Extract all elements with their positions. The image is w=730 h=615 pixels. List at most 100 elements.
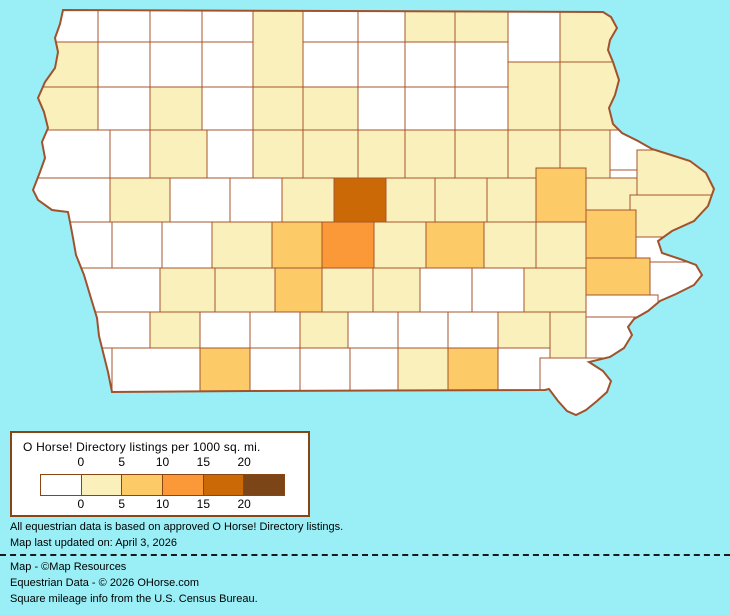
- county: [535, 167, 587, 223]
- county: [302, 10, 359, 43]
- county: [211, 221, 273, 269]
- legend-title: O Horse! Directory listings per 1000 sq.…: [23, 440, 261, 454]
- county: [201, 86, 254, 131]
- county: [149, 129, 208, 179]
- county: [471, 267, 525, 313]
- data-disclaimer-text: All equestrian data is based on approved…: [10, 521, 344, 533]
- county: [483, 221, 537, 269]
- legend-swatch: [121, 475, 163, 495]
- county: [161, 221, 213, 269]
- county: [302, 129, 359, 179]
- dashed-separator: [0, 554, 730, 556]
- county: [199, 311, 251, 349]
- county: [33, 129, 111, 179]
- county: [111, 221, 163, 269]
- county: [97, 86, 151, 131]
- county: [321, 267, 374, 313]
- county: [454, 41, 509, 88]
- county: [33, 267, 161, 313]
- county: [523, 267, 587, 313]
- legend-tick-label: 10: [155, 497, 170, 511]
- county: [149, 311, 201, 349]
- county: [249, 311, 301, 349]
- county: [549, 311, 587, 359]
- county: [271, 221, 323, 269]
- county: [404, 41, 456, 88]
- credit-census-text: Square mileage info from the U.S. Census…: [10, 593, 258, 605]
- county: [404, 10, 456, 43]
- county: [299, 347, 351, 393]
- county: [302, 86, 359, 131]
- credit-map-text: Map - ©Map Resources: [10, 561, 127, 573]
- county: [252, 86, 304, 131]
- map-updated-text: Map last updated on: April 3, 2026: [10, 537, 177, 549]
- county: [252, 10, 304, 88]
- legend-tick-label: 5: [118, 497, 125, 511]
- county: [425, 221, 485, 269]
- county: [372, 267, 421, 313]
- county: [33, 41, 99, 88]
- legend-swatch: [202, 475, 244, 495]
- county: [373, 221, 427, 269]
- county: [357, 129, 406, 179]
- county: [347, 311, 399, 349]
- county: [109, 129, 151, 179]
- county: [97, 41, 151, 88]
- legend-box: O Horse! Directory listings per 1000 sq.…: [10, 431, 310, 517]
- legend-tick-label: 15: [196, 455, 211, 469]
- county: [454, 86, 509, 131]
- county: [169, 177, 231, 223]
- county: [201, 10, 254, 43]
- county: [357, 86, 406, 131]
- county: [447, 347, 499, 393]
- legend-tick-label: 20: [237, 455, 251, 469]
- legend-tick-label: 0: [77, 455, 85, 469]
- county: [159, 267, 216, 313]
- county: [201, 41, 254, 88]
- county: [585, 209, 637, 259]
- county: [149, 86, 203, 131]
- county: [33, 177, 111, 223]
- legend-tick-label: 10: [155, 455, 170, 469]
- county: [229, 177, 283, 223]
- county: [206, 129, 254, 179]
- county: [357, 41, 406, 88]
- county: [333, 177, 387, 223]
- legend-swatch: [243, 475, 285, 495]
- county: [149, 41, 203, 88]
- county: [252, 129, 304, 179]
- county: [539, 357, 619, 415]
- county: [585, 294, 659, 318]
- credit-data-text: Equestrian Data - © 2026 OHorse.com: [10, 577, 200, 589]
- legend-ticks-top: 0 5 10 15 20: [12, 455, 308, 469]
- county: [357, 10, 406, 43]
- county: [111, 347, 201, 393]
- county: [281, 177, 335, 223]
- county: [419, 267, 473, 313]
- legend-tick-label: 15: [196, 497, 211, 511]
- county: [302, 41, 359, 88]
- county: [149, 10, 203, 43]
- county: [454, 129, 509, 179]
- county: [507, 10, 561, 63]
- county: [507, 61, 561, 131]
- county: [404, 86, 456, 131]
- county: [454, 10, 509, 43]
- county: [447, 311, 499, 349]
- county: [585, 316, 635, 363]
- county: [33, 10, 99, 43]
- county: [109, 177, 171, 223]
- legend-swatch: [41, 475, 81, 495]
- legend-tick-label: 20: [237, 497, 251, 511]
- iowa-choropleth-map: [31, 8, 716, 417]
- county: [497, 311, 551, 349]
- county: [349, 347, 399, 393]
- county: [321, 221, 375, 269]
- legend-swatch: [162, 475, 203, 495]
- county: [559, 61, 643, 131]
- county: [249, 347, 301, 393]
- county: [585, 257, 651, 296]
- county: [404, 129, 456, 179]
- county: [214, 267, 276, 313]
- county: [486, 177, 537, 223]
